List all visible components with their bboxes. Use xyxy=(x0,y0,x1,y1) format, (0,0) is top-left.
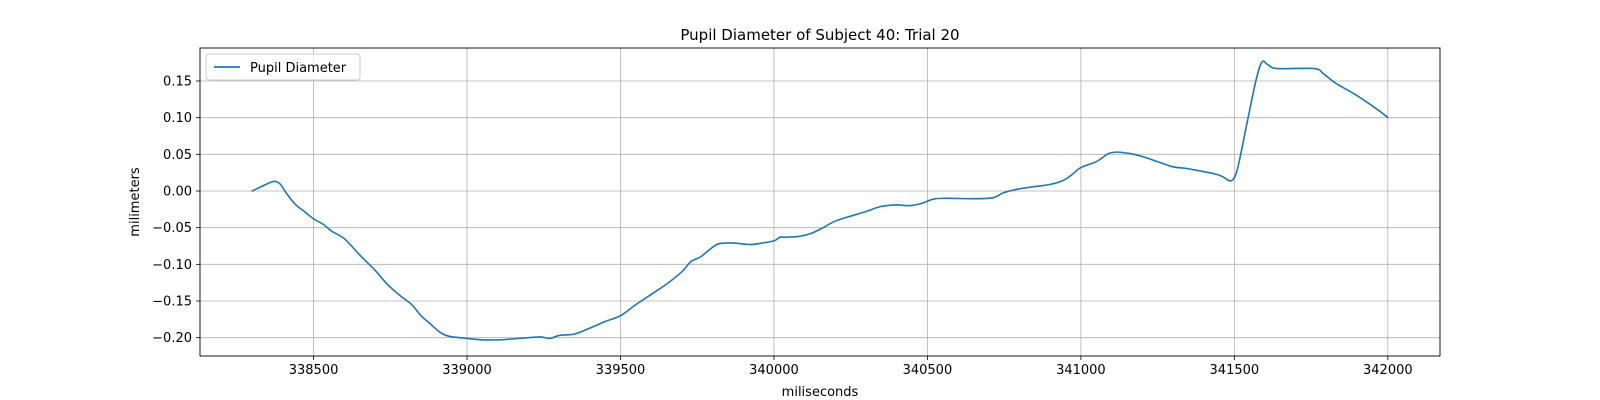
x-tick-label: 342000 xyxy=(1363,363,1413,378)
y-tick-label: 0.00 xyxy=(163,185,192,200)
chart-title: Pupil Diameter of Subject 40: Trial 20 xyxy=(680,26,959,44)
y-tick-label: −0.05 xyxy=(152,221,192,236)
legend-box xyxy=(205,53,361,81)
y-tick-label: 0.10 xyxy=(163,111,192,126)
y-tick-label: 0.05 xyxy=(163,148,192,163)
y-axis-ticks: −0.20 −0.15 −0.10 −0.05 0.00 0.05 0.10 0.15 xyxy=(152,75,200,346)
x-tick-label: 338500 xyxy=(289,363,339,378)
legend-label: Pupil Diameter xyxy=(250,61,347,76)
plot-frame xyxy=(199,47,1441,357)
legend: Pupil Diameter xyxy=(205,53,361,81)
x-tick-label: 340000 xyxy=(749,363,799,378)
y-tick-label: −0.10 xyxy=(152,258,192,273)
y-tick-label: 0.15 xyxy=(163,75,192,90)
x-tick-label: 339000 xyxy=(442,363,492,378)
x-tick-label: 341000 xyxy=(1056,363,1106,378)
pupil-diameter-line xyxy=(251,60,1389,341)
grid xyxy=(200,48,1440,356)
x-axis-ticks: 338500 339000 339500 340000 340500 341000 3415… xyxy=(289,356,1413,378)
x-axis-label: miliseconds xyxy=(782,385,859,400)
x-tick-label: 340500 xyxy=(903,363,953,378)
y-tick-label: −0.15 xyxy=(152,295,192,310)
y-axis-label: milimeters xyxy=(128,167,143,237)
x-tick-label: 339500 xyxy=(596,363,646,378)
y-tick-label: −0.20 xyxy=(152,331,192,346)
x-tick-label: 341500 xyxy=(1210,363,1260,378)
